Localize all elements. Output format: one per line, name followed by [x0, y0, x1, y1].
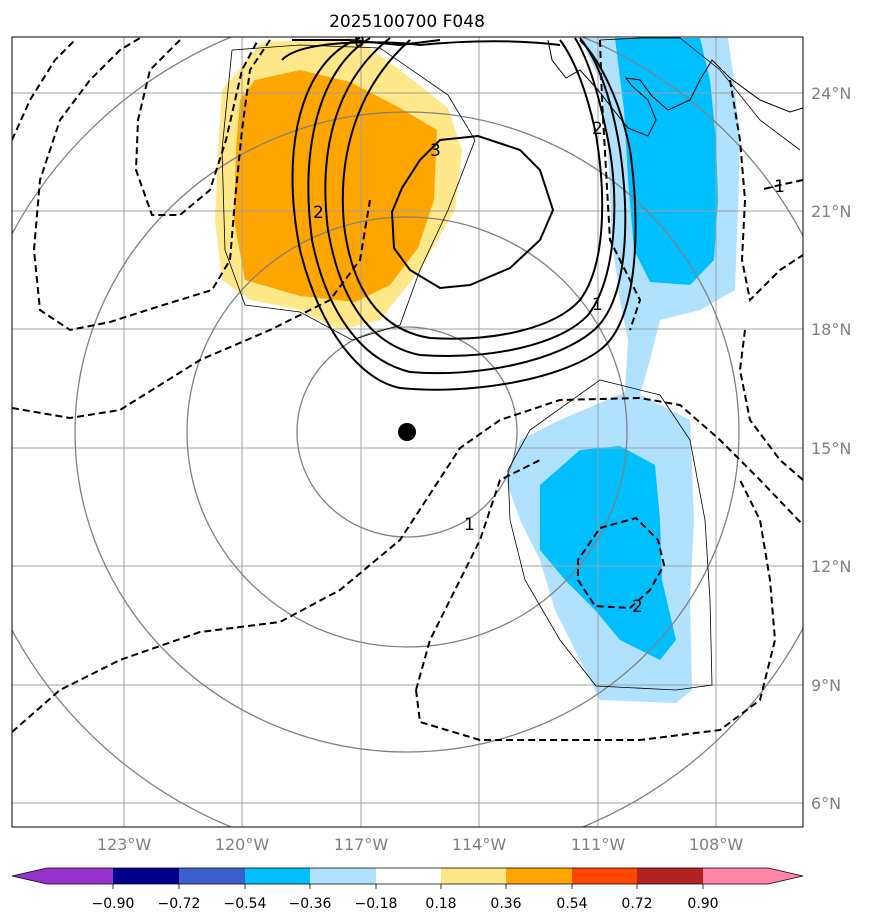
shade-negative-medium-north — [615, 38, 718, 285]
colorbar-extend-high — [768, 868, 803, 884]
colorbar-segment — [637, 868, 703, 884]
colorbar-segment — [310, 868, 376, 884]
colorbar-tick-label: 0.90 — [687, 896, 718, 912]
shade-positive-medium — [234, 70, 437, 302]
contour-label: 2 — [632, 597, 643, 617]
y-tick-label: 15°N — [811, 439, 851, 458]
colorbar-tick-label: −0.18 — [355, 896, 398, 912]
negative-contours — [12, 37, 803, 741]
positive-contours — [281, 37, 637, 391]
chart-title: 2025100700 F048 — [329, 12, 485, 32]
x-tick-label: 111°W — [571, 835, 626, 854]
y-tick-label: 18°N — [811, 320, 851, 339]
contour-label: -1 — [768, 177, 785, 197]
colorbar-segment — [376, 868, 441, 884]
colorbar-segment — [572, 868, 637, 884]
x-tick-label: 117°W — [334, 835, 389, 854]
colorbar-segment — [245, 868, 310, 884]
y-tick-label: 21°N — [811, 202, 851, 221]
contour-label: 1 — [592, 295, 603, 315]
y-tick-label: 6°N — [811, 794, 841, 813]
y-axis-ticks: 24°N 21°N 18°N 15°N 12°N 9°N 6°N — [811, 84, 851, 813]
shade-negative-medium-south — [540, 446, 676, 660]
map-frame — [11, 36, 804, 828]
thin-outlines — [221, 37, 801, 691]
colorbar-segment — [441, 868, 506, 884]
colorbar-tick-label: −0.36 — [289, 896, 332, 912]
contour-label: 2 — [313, 203, 324, 223]
colorbar-tick-label: 0.54 — [556, 896, 587, 912]
colorbar-extend-low — [12, 868, 47, 884]
coastline — [547, 39, 803, 137]
y-tick-label: 24°N — [811, 84, 851, 103]
colorbar-tick-label: −0.90 — [92, 896, 135, 912]
colorbar-tick-label: 0.18 — [425, 896, 456, 912]
colorbar-tick-label: 0.72 — [621, 896, 652, 912]
colorbar-segment — [47, 868, 113, 884]
map-area: 0 2 3 2 1 1 2 -1 — [12, 32, 803, 827]
contour-label: 2 — [592, 119, 603, 139]
range-rings — [12, 37, 803, 827]
colorbar-segment — [703, 868, 768, 884]
contour-label: 1 — [464, 515, 475, 535]
contour-label: 3 — [430, 141, 441, 161]
x-tick-label: 123°W — [97, 835, 152, 854]
x-tick-label: 114°W — [452, 835, 507, 854]
colorbar-segment — [179, 868, 245, 884]
y-tick-label: 12°N — [811, 557, 851, 576]
colorbar-segment — [506, 868, 572, 884]
colorbar-tick-label: −0.72 — [158, 896, 201, 912]
x-tick-label: 120°W — [215, 835, 270, 854]
storm-center-marker — [398, 423, 416, 441]
colorbar: −0.90 −0.72 −0.54 −0.36 −0.18 0.18 0.36 … — [11, 867, 804, 912]
x-axis-ticks: 123°W 120°W 117°W 114°W 111°W 108°W — [97, 835, 744, 854]
contour-label: 0 — [354, 32, 365, 52]
colorbar-tick-label: −0.54 — [224, 896, 267, 912]
colorbar-tick-label: 0.36 — [490, 896, 521, 912]
x-tick-label: 108°W — [689, 835, 744, 854]
colorbar-outline — [11, 867, 804, 885]
y-tick-label: 9°N — [811, 676, 841, 695]
colorbar-segment — [113, 868, 179, 884]
